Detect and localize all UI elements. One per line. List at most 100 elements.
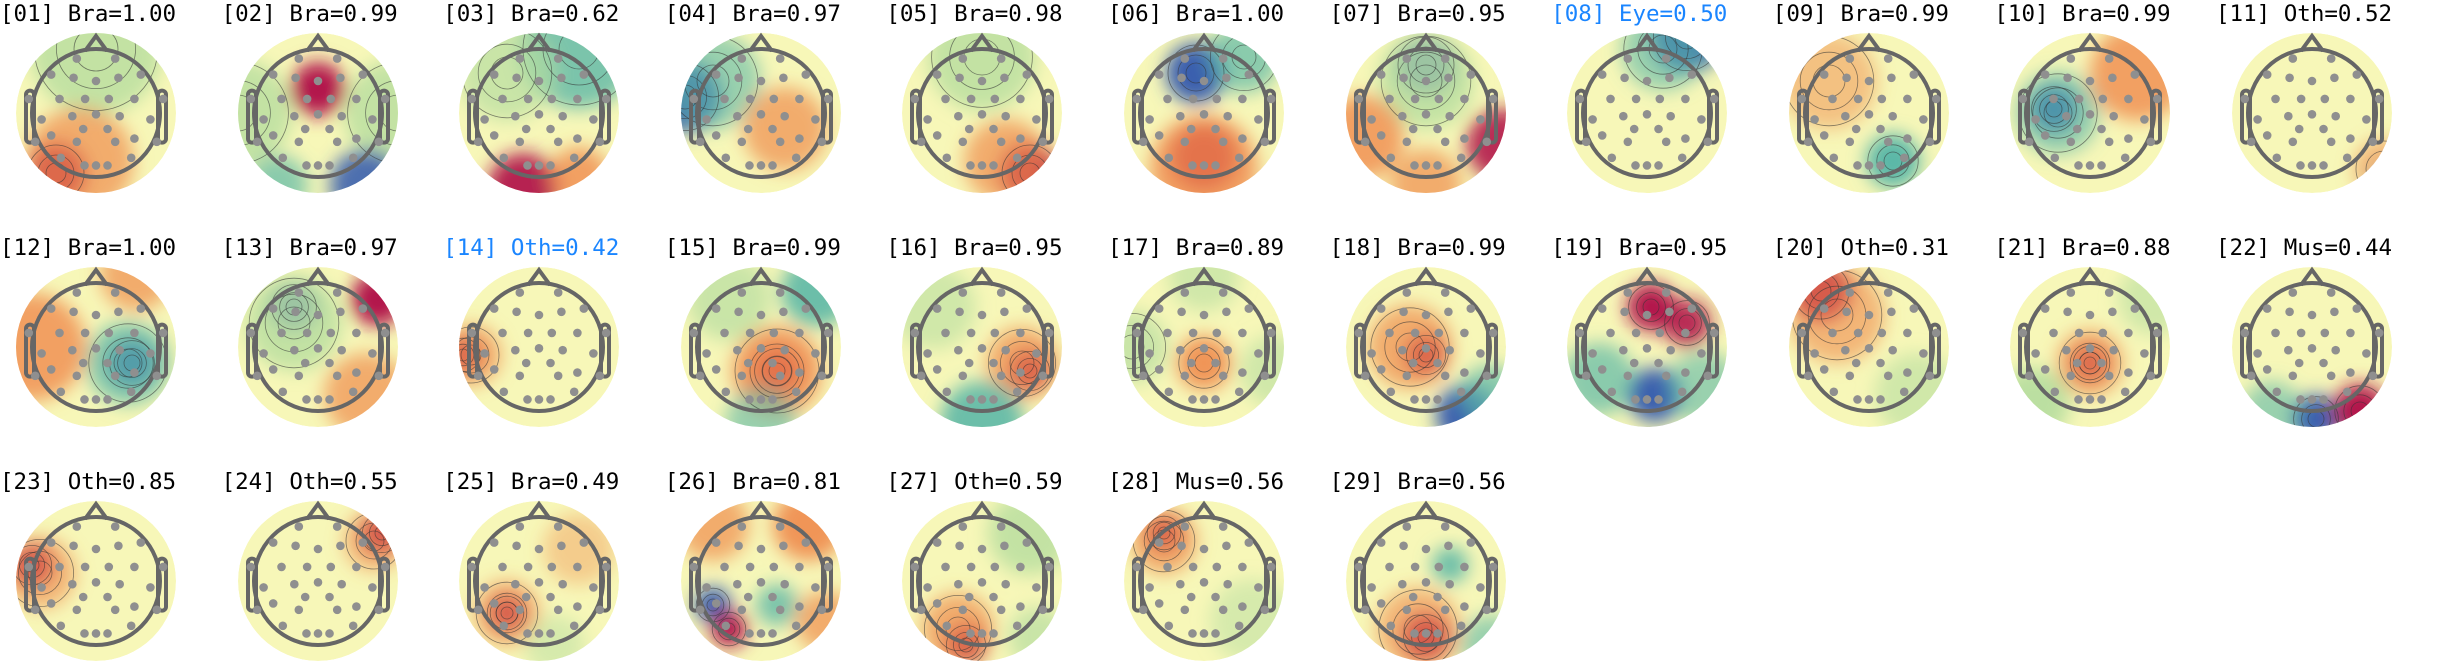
topomap-contour xyxy=(346,62,398,164)
electrode xyxy=(313,76,322,86)
electrode xyxy=(1488,328,1498,338)
electrode xyxy=(72,54,82,63)
topomap-activation-blob xyxy=(1788,267,1885,363)
electrode xyxy=(1475,349,1485,358)
nose xyxy=(304,32,331,53)
electrode xyxy=(523,161,532,170)
component-panel-05[interactable]: [05] Bra=0.98 xyxy=(886,0,1107,197)
electrode xyxy=(351,134,361,143)
electrode xyxy=(978,76,987,86)
topomap-contour xyxy=(761,355,793,387)
topomap-contour xyxy=(1143,520,1185,562)
electrode xyxy=(2330,73,2339,83)
component-panel-09[interactable]: [09] Bra=0.99 xyxy=(1773,0,1994,197)
component-panel-19[interactable]: [19] Bra=0.95 xyxy=(1551,234,1772,431)
electrode xyxy=(1582,137,1591,147)
component-panel-08[interactable]: [08] Eye=0.50 xyxy=(1551,0,1772,197)
component-panel-10[interactable]: [10] Bra=0.99 xyxy=(1994,0,2215,197)
component-panel-06[interactable]: [06] Bra=1.00 xyxy=(1108,0,1329,197)
topomap-contour xyxy=(117,348,147,378)
ear xyxy=(2018,88,2031,145)
topomap xyxy=(16,500,176,661)
electrode xyxy=(2130,304,2140,313)
electrode xyxy=(1642,76,1652,86)
electrode xyxy=(1218,371,1228,381)
component-panel-24[interactable]: [24] Oth=0.55 xyxy=(222,468,443,665)
component-panel-22[interactable]: [22] Mus=0.44 xyxy=(2216,234,2437,431)
component-panel-29[interactable]: [29] Bra=0.56 xyxy=(1330,468,1551,665)
electrode xyxy=(1032,583,1042,592)
component-title: [08] Eye=0.50 xyxy=(1551,1,1728,27)
topomap-contour xyxy=(2039,94,2070,124)
ear xyxy=(1353,88,1366,145)
electrode xyxy=(2262,365,2272,374)
component-panel-20[interactable]: [20] Oth=0.31 xyxy=(1773,234,1994,431)
electrode xyxy=(1710,328,1719,338)
electrode xyxy=(480,349,490,358)
electrode xyxy=(1244,538,1254,547)
electrode xyxy=(1443,73,1453,83)
component-panel-14[interactable]: [14] Oth=0.42 xyxy=(443,234,664,431)
component-panel-21[interactable]: [21] Bra=0.88 xyxy=(1994,234,2215,431)
electrode xyxy=(573,94,582,104)
component-panel-16[interactable]: [16] Bra=0.95 xyxy=(886,234,1107,431)
electrode xyxy=(1803,371,1813,381)
topomap-activation-blob xyxy=(940,381,1025,427)
component-panel-15[interactable]: [15] Bra=0.99 xyxy=(665,234,886,431)
component-panel-02[interactable]: [02] Bra=0.99 xyxy=(222,0,443,197)
electrode xyxy=(1218,54,1228,63)
electrode xyxy=(374,605,383,615)
component-panel-07[interactable]: [07] Bra=0.95 xyxy=(1330,0,1551,197)
component-panel-04[interactable]: [04] Bra=0.97 xyxy=(665,0,886,197)
component-panel-28[interactable]: [28] Mus=0.56 xyxy=(1108,468,1329,665)
electrode xyxy=(1632,328,1641,338)
electrode xyxy=(158,562,168,572)
component-panel-23[interactable]: [23] Oth=0.85 xyxy=(0,468,221,665)
electrode xyxy=(37,115,46,124)
component-panel-17[interactable]: [17] Bra=0.89 xyxy=(1108,234,1329,431)
component-panel-27[interactable]: [27] Oth=0.59 xyxy=(886,468,1107,665)
electrode xyxy=(1022,304,1032,313)
electrode xyxy=(46,304,56,313)
electrode xyxy=(2098,94,2108,104)
electrode xyxy=(1606,328,1616,338)
electrode xyxy=(511,345,520,355)
electrode xyxy=(941,94,951,104)
component-panel-18[interactable]: [18] Bra=0.99 xyxy=(1330,234,1551,431)
component-panel-11[interactable]: [11] Oth=0.52 xyxy=(2216,0,2437,197)
component-panel-26[interactable]: [26] Bra=0.81 xyxy=(665,468,886,665)
topomap-contour xyxy=(1178,337,1230,389)
electrode xyxy=(1188,94,1198,104)
component-panel-25[interactable]: [25] Bra=0.49 xyxy=(443,468,664,665)
electrode xyxy=(1000,307,1010,317)
topomap-contour xyxy=(1867,135,1919,187)
electrode xyxy=(1211,161,1220,170)
electrode xyxy=(276,328,286,338)
topomap-contour xyxy=(486,592,528,634)
electrode xyxy=(1384,562,1394,572)
component-title: [24] Oth=0.55 xyxy=(221,469,398,495)
component-panel-13[interactable]: [13] Bra=0.97 xyxy=(222,234,443,431)
electrode xyxy=(1360,137,1370,147)
electrode xyxy=(554,371,563,381)
electrode xyxy=(737,137,746,147)
electrode xyxy=(689,94,698,104)
electrode xyxy=(1188,629,1197,638)
topomap xyxy=(1124,32,1284,193)
electrode xyxy=(480,115,490,124)
component-panel-03[interactable]: [03] Bra=0.62 xyxy=(443,0,664,197)
electrode xyxy=(1828,328,1837,338)
electrode xyxy=(1488,562,1498,572)
electrode xyxy=(2296,161,2305,170)
electrode xyxy=(1876,395,1885,404)
electrode xyxy=(30,605,40,615)
electrode xyxy=(2066,288,2076,297)
head-outline xyxy=(24,500,168,647)
component-panel-12[interactable]: [12] Bra=1.00 xyxy=(0,234,221,431)
electrode xyxy=(1402,137,1411,147)
component-panel-01[interactable]: [01] Bra=1.00 xyxy=(0,0,221,197)
topomap-contour xyxy=(1124,313,1166,381)
electrode xyxy=(69,541,78,551)
electrode xyxy=(2331,345,2340,355)
electrode xyxy=(252,605,262,615)
